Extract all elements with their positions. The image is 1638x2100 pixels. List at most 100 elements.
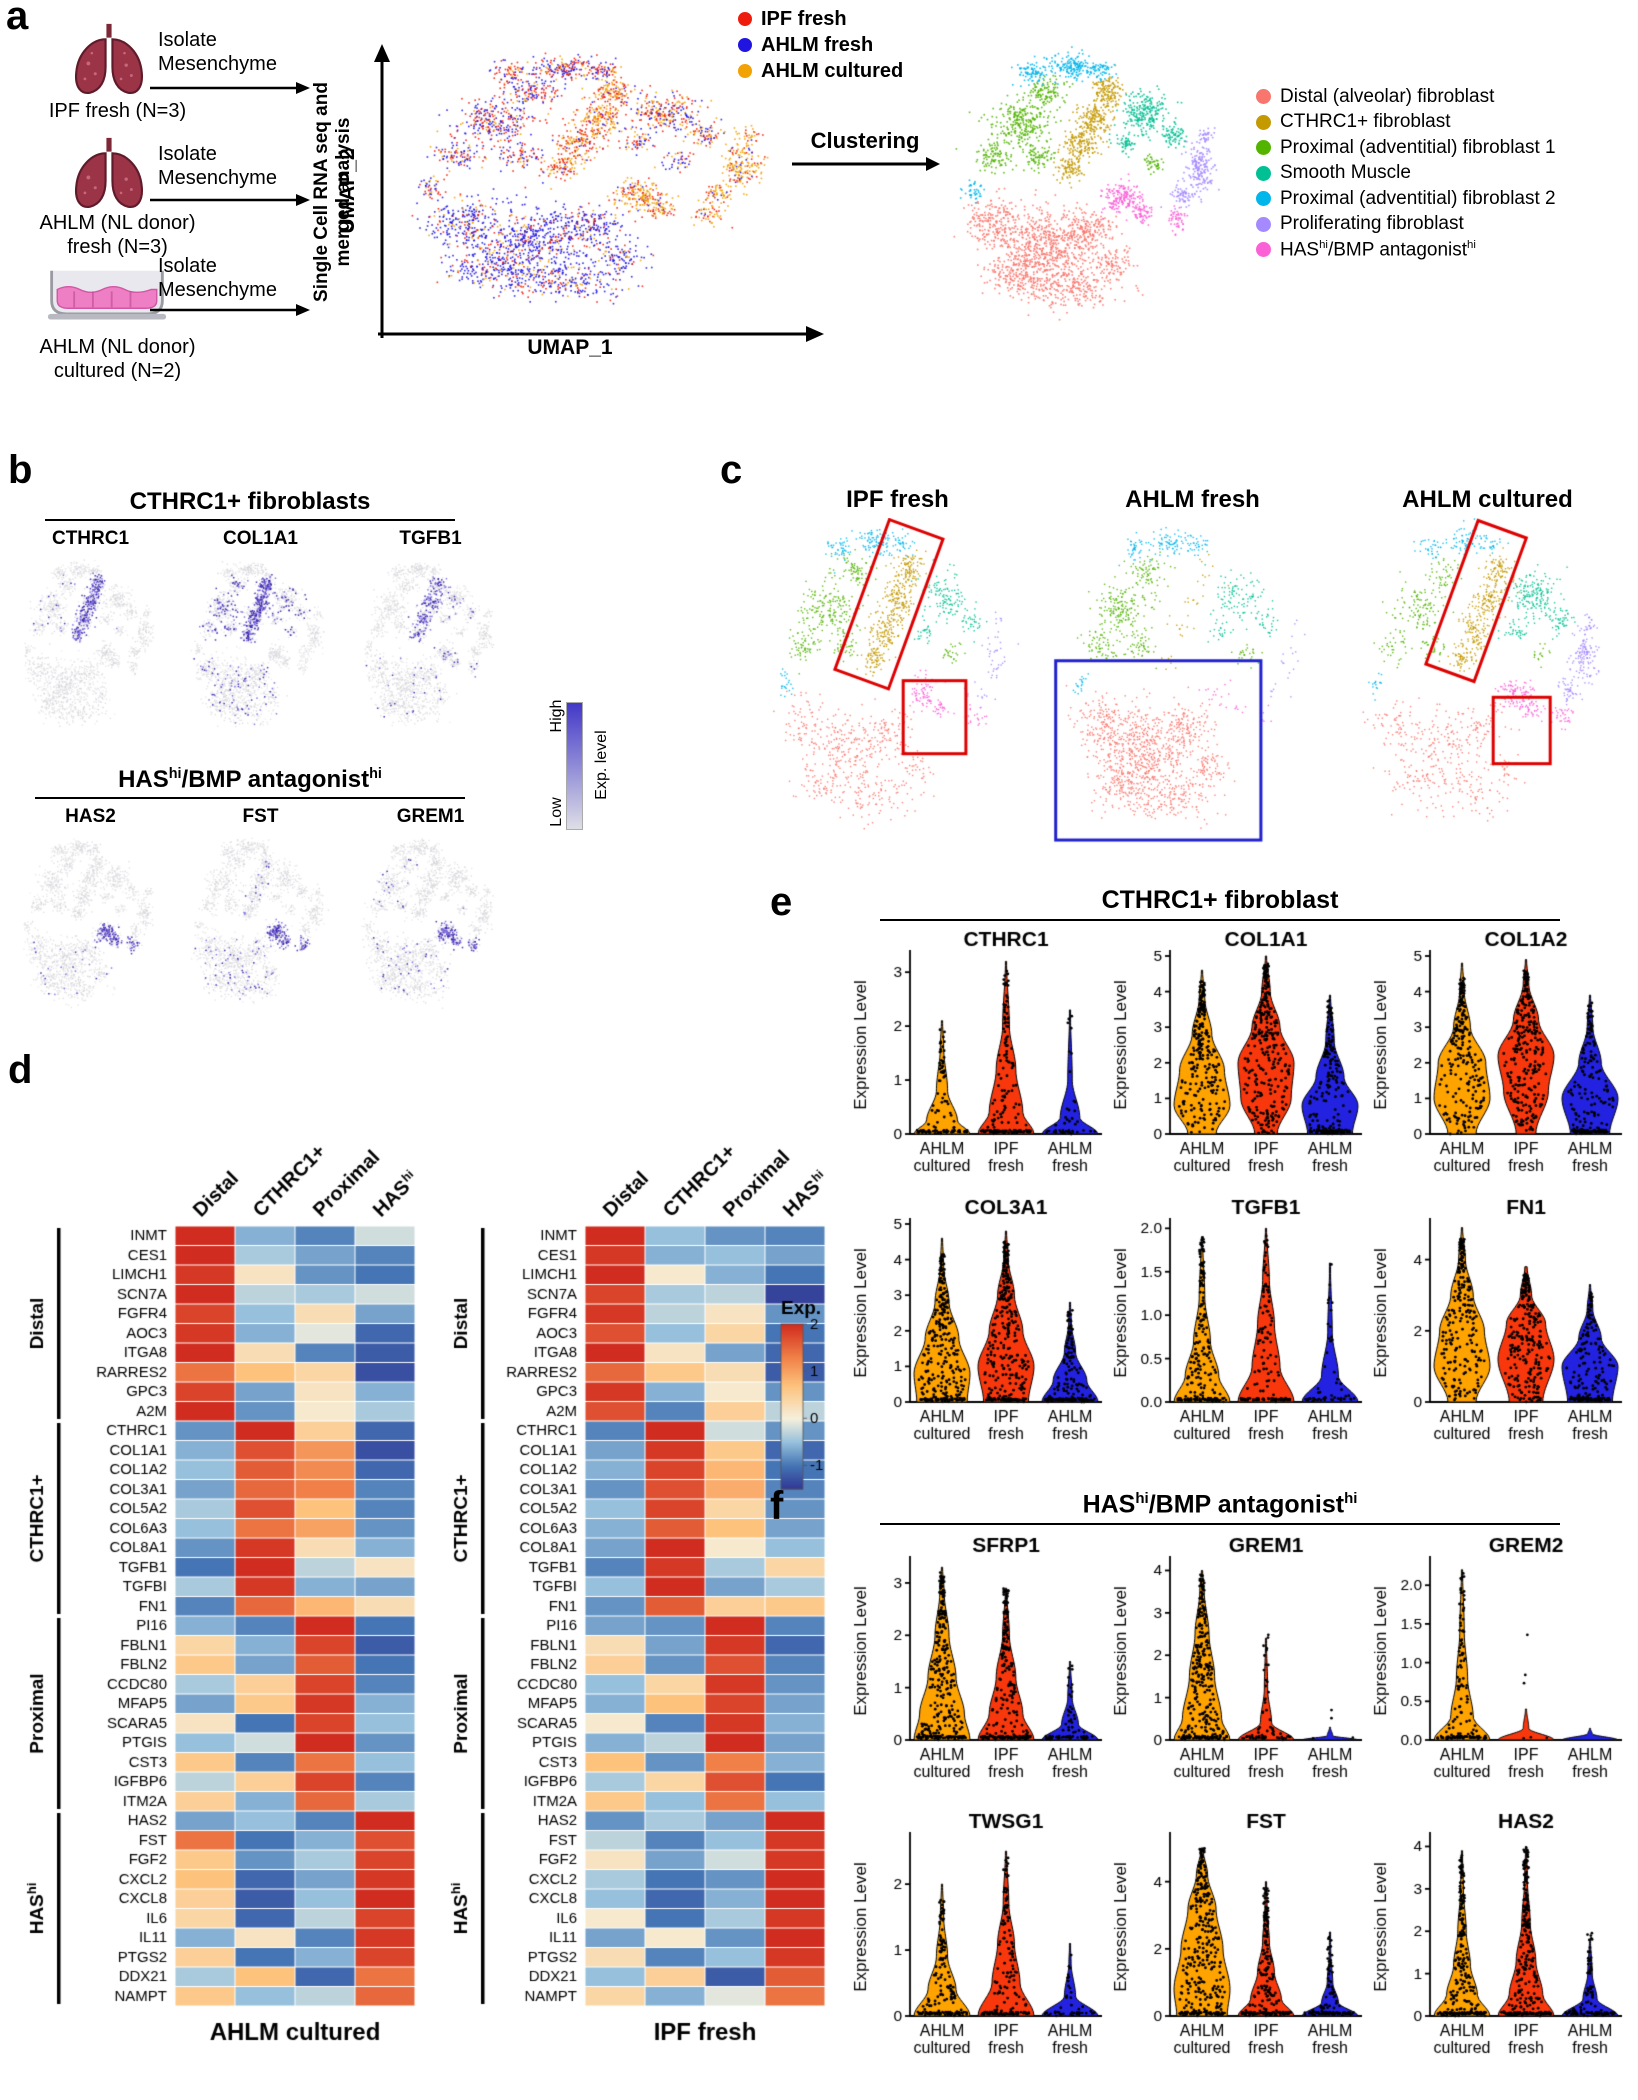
legend-label: AHLM cultured (761, 59, 904, 82)
legend-color-dot (1256, 114, 1271, 130)
clustering-label: Clustering (810, 128, 920, 153)
sample-label-ipf-fresh: IPF fresh (N=3) (48, 100, 187, 122)
umap-ahlm-cultured (1345, 518, 1630, 850)
legend-item: Proximal (adventitial) fibroblast 2 (1256, 186, 1556, 212)
umap2-axis-label: UMAP_2 (336, 148, 359, 234)
legend-label: Proximal (adventitial) fibroblast 2 (1280, 187, 1556, 209)
legend-item: CTHRC1+ fibroblast (1256, 110, 1556, 136)
legend-item: Proliferating fibroblast (1256, 212, 1556, 238)
lung-icon (74, 137, 144, 208)
feature-gene-label: GREM1 (396, 806, 465, 827)
feature-plot-col1a1 (178, 552, 343, 744)
violin-cthrc1 (852, 926, 1110, 1190)
sample-label-ahlm-fresh: AHLM (NL donor) (39, 212, 196, 234)
panel-f-label: f (770, 1484, 784, 1528)
isolate-step-3: Isolate Mesenchyme (158, 255, 277, 301)
legend-item: Distal (alveolar) fibroblast (1256, 84, 1556, 110)
panel-e-title: CTHRC1+ fibroblast (880, 886, 1560, 921)
legend-color-dot (738, 38, 752, 52)
violin-twsg1 (852, 1808, 1110, 2072)
legend-label: Distal (alveolar) fibroblast (1280, 85, 1495, 107)
culture-dish-icon (47, 270, 167, 320)
heatmap-colorbar (775, 1296, 860, 1511)
c-plot-title-ipf: IPF fresh (846, 486, 949, 513)
violin-col3a1 (852, 1194, 1110, 1458)
isolate-step-2: Isolate Mesenchyme (158, 143, 277, 189)
legend-label: Smooth Muscle (1280, 162, 1411, 184)
expression-colorbar (566, 702, 583, 830)
legend-color-dot (1256, 89, 1271, 105)
legend-color-dot (1256, 140, 1271, 156)
lung-icon (74, 23, 144, 94)
feature-gene-label: HAS2 (65, 806, 116, 827)
feature-gene-label: TGFB1 (399, 528, 462, 549)
panel-b-label: b (8, 448, 33, 492)
heatmap-ahlm-cultured (15, 1086, 425, 2066)
umap-ipf-fresh (755, 518, 1040, 850)
feature-plot-tgfb1 (348, 552, 513, 744)
heatmap-ipf-fresh (445, 1086, 835, 2066)
feature-gene-label: COL1A1 (223, 528, 298, 549)
violin-col1a1 (1112, 926, 1370, 1190)
panel-a-label: a (6, 0, 29, 38)
violin-col1a2 (1372, 926, 1630, 1190)
violin-fst (1112, 1808, 1370, 2072)
violin-has2 (1372, 1808, 1630, 2072)
feature-gene-label: CTHRC1 (51, 528, 130, 549)
legend-item: HAShi/BMP antagonisthi (1256, 237, 1556, 263)
feature-gene-label: FST (242, 806, 279, 827)
panel-e-label: e (770, 880, 793, 924)
legend-color-dot (738, 64, 752, 78)
umap-by-cluster-plot (942, 44, 1248, 336)
legend-label: IPF fresh (761, 7, 847, 30)
violin-fn1 (1372, 1194, 1630, 1458)
violin-grem2 (1372, 1532, 1630, 1796)
legend-color-dot (1256, 242, 1271, 258)
umap-axes (374, 44, 824, 342)
violin-tgfb1 (1112, 1194, 1370, 1458)
panel-f-title: HAShi/BMP antagonisthi (880, 1490, 1560, 1526)
arrow-right-icon (150, 304, 310, 316)
panel-c-label: c (720, 448, 743, 492)
legend-label: Proliferating fibroblast (1280, 213, 1464, 235)
legend-label: AHLM fresh (761, 33, 874, 56)
legend-item: Smooth Muscle (1256, 161, 1556, 187)
legend-color-dot (1256, 216, 1271, 232)
umap-by-sample-plot (392, 46, 804, 328)
isolate-step-1: Isolate Mesenchyme (158, 29, 277, 75)
feature-plot-fst (178, 830, 343, 1022)
legend-color-dot (1256, 191, 1271, 207)
legend-label: CTHRC1+ fibroblast (1280, 111, 1451, 133)
legend-item: Proximal (adventitial) fibroblast 1 (1256, 135, 1556, 161)
legend-item: IPF fresh (738, 6, 903, 32)
c-plot-title-ahlm-cultured: AHLM cultured (1402, 486, 1573, 513)
colorbar-title: Exp. level (593, 730, 610, 800)
arrow-right-icon (150, 194, 310, 206)
clustering-arrow-icon (792, 157, 940, 171)
cthrc1-fibroblasts-title: CTHRC1+ fibroblasts (45, 488, 455, 521)
sample-label-ahlm-cultured-2: cultured (N=2) (53, 360, 182, 382)
sample-legend: IPF fresh AHLM fresh AHLM cultured (738, 6, 903, 84)
violin-sfrp1 (852, 1532, 1110, 1796)
legend-item: AHLM cultured (738, 58, 903, 84)
legend-color-dot (1256, 165, 1271, 181)
violin-grem1 (1112, 1532, 1370, 1796)
panel-d-label: d (8, 1048, 33, 1092)
feature-plot-has2 (8, 830, 173, 1022)
colorbar-low-label: Low (548, 797, 565, 827)
arrow-right-icon (150, 82, 310, 94)
legend-label: HAShi/BMP antagonisthi (1280, 238, 1476, 260)
sample-label-ahlm-fresh-2: fresh (N=3) (67, 236, 168, 258)
legend-color-dot (738, 12, 752, 26)
has-bmp-title: HAShi/BMP antagonisthi (35, 766, 465, 799)
cluster-legend: Distal (alveolar) fibroblast CTHRC1+ fibr… (1256, 84, 1556, 263)
umap1-axis-label: UMAP_1 (527, 336, 613, 359)
umap-ahlm-fresh (1050, 518, 1335, 850)
legend-item: AHLM fresh (738, 32, 903, 58)
feature-plot-cthrc1 (8, 552, 173, 744)
legend-label: Proximal (adventitial) fibroblast 1 (1280, 136, 1556, 158)
c-plot-title-ahlm-fresh: AHLM fresh (1125, 486, 1260, 513)
colorbar-high-label: High (548, 699, 565, 733)
sample-label-ahlm-cultured: AHLM (NL donor) (39, 336, 196, 358)
